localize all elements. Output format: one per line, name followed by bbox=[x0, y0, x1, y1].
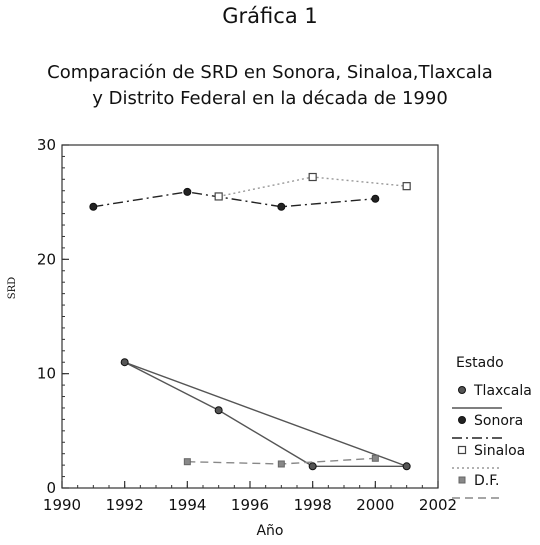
marker-point bbox=[183, 187, 192, 196]
series-layer bbox=[89, 172, 411, 471]
marker-point bbox=[214, 192, 223, 201]
x-tick-label: 1994 bbox=[168, 496, 206, 514]
marker-point bbox=[308, 172, 317, 182]
marker-point bbox=[458, 476, 466, 484]
y-tick-label: 20 bbox=[37, 250, 56, 268]
legend-entry-label: Sonora bbox=[474, 413, 523, 429]
legend-entry-label: Tlaxcala bbox=[473, 383, 532, 399]
page-title: Gráfica 1 bbox=[222, 4, 318, 28]
legend-title: Estado bbox=[456, 355, 504, 371]
x-tick-label: 2000 bbox=[356, 496, 394, 514]
x-tick-label: 1990 bbox=[43, 496, 81, 514]
x-tick-label: 1992 bbox=[106, 496, 144, 514]
marker-point bbox=[120, 358, 129, 367]
x-tick-label: 1998 bbox=[294, 496, 332, 514]
series-df bbox=[183, 454, 379, 468]
chart-title-line-1: Comparación de SRD en Sonora, Sinaloa,Tl… bbox=[47, 62, 493, 83]
x-tick-label: 2002 bbox=[419, 496, 457, 514]
axes: 1990 1992 1994 1996 1998 2000 2002 0 10 20 30 bbox=[37, 136, 457, 514]
series-tlaxcala bbox=[120, 358, 411, 471]
series-trend-line bbox=[124, 361, 407, 467]
chart-title-line-2: y Distrito Federal en la década de 1990 bbox=[92, 88, 448, 109]
marker-point bbox=[458, 386, 466, 394]
y-tick-label: 30 bbox=[37, 136, 56, 154]
legend: Estado Tlaxcala Sonora Sinaloa D.F. bbox=[452, 355, 532, 499]
plot-border bbox=[61, 144, 439, 489]
y-tick-label: 0 bbox=[46, 479, 56, 497]
plot-area bbox=[61, 144, 439, 489]
marker-point bbox=[457, 445, 467, 455]
y-tick-label: 10 bbox=[37, 365, 56, 383]
marker-point bbox=[183, 458, 191, 466]
marker-point bbox=[277, 460, 285, 468]
marker-point bbox=[402, 182, 411, 191]
series-sinaloa bbox=[214, 172, 411, 201]
marker-point bbox=[371, 454, 379, 462]
legend-entry-label: Sinaloa bbox=[474, 443, 525, 459]
marker-point bbox=[214, 406, 223, 415]
marker-point bbox=[277, 202, 286, 211]
y-axis-label: SRD bbox=[7, 277, 18, 299]
series-sonora bbox=[89, 187, 380, 211]
x-axis-label: Año bbox=[256, 523, 283, 539]
series-line bbox=[93, 191, 376, 208]
legend-entry-label: D.F. bbox=[474, 473, 499, 489]
marker-point bbox=[402, 462, 411, 471]
marker-point bbox=[458, 416, 466, 424]
x-tick-label: 1996 bbox=[231, 496, 269, 514]
series-line bbox=[124, 361, 407, 467]
marker-point bbox=[89, 202, 98, 211]
marker-point bbox=[308, 462, 317, 471]
marker-point bbox=[371, 194, 380, 203]
